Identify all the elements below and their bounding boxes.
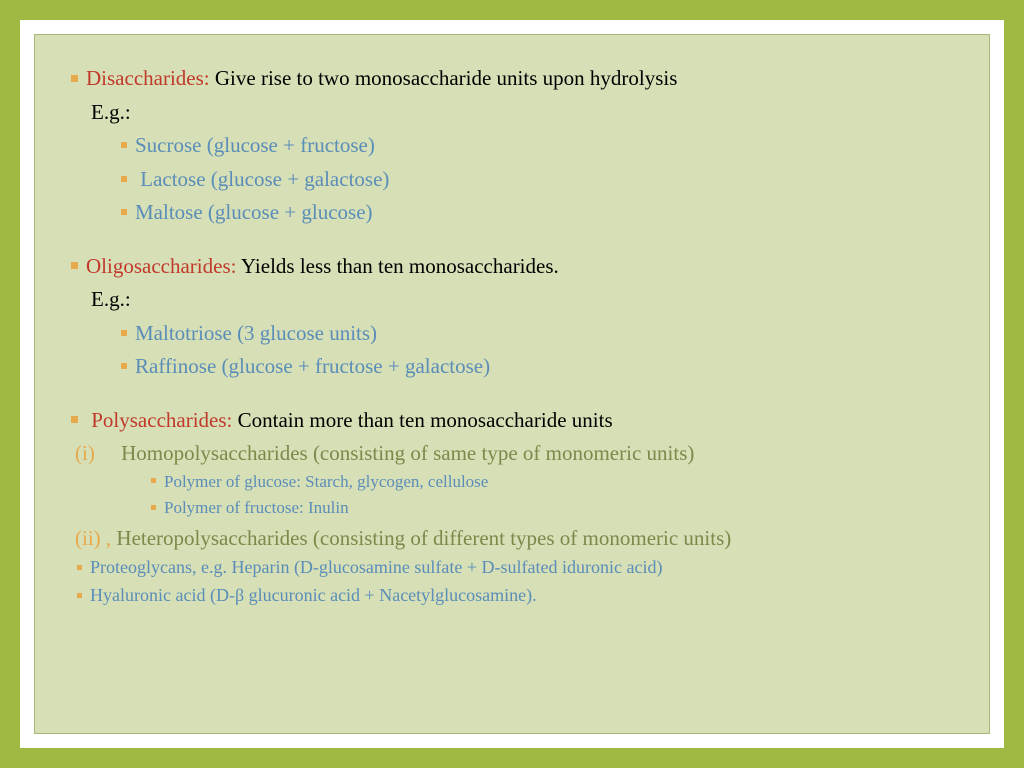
- disaccharides-sublist: Sucrose (glucose + fructose) Lactose (gl…: [121, 130, 953, 229]
- homo-text: Homopolysaccharides (consisting of same …: [95, 441, 695, 465]
- item-text: Maltose (glucose + glucose): [135, 200, 373, 224]
- list-item: Maltose (glucose + glucose): [121, 197, 953, 229]
- bullet-icon: [77, 593, 82, 598]
- oligosaccharides-sublist: Maltotriose (3 glucose units) Raffinose …: [121, 318, 953, 383]
- disaccharides-eg: E.g.:: [91, 97, 953, 129]
- bullet-icon: [121, 176, 127, 182]
- list-item: Raffinose (glucose + fructose + galactos…: [121, 351, 953, 383]
- oligosaccharides-eg: E.g.:: [91, 284, 953, 316]
- item-text: Maltotriose (3 glucose units): [135, 321, 377, 345]
- item-text: Polymer of fructose: Inulin: [164, 498, 349, 517]
- item-text: Sucrose (glucose + fructose): [135, 133, 375, 157]
- list-item: Sucrose (glucose + fructose): [121, 130, 953, 162]
- content-panel: Disaccharides: Give rise to two monosacc…: [34, 34, 990, 734]
- disaccharides-term: Disaccharides:: [86, 66, 210, 90]
- roman-ii-marker: (ii) ,: [75, 526, 111, 550]
- disaccharides-line: Disaccharides: Give rise to two monosacc…: [71, 63, 953, 95]
- list-item: Polymer of fructose: Inulin: [151, 496, 953, 521]
- bullet-icon: [77, 565, 82, 570]
- polysaccharides-line: Polysaccharides: Contain more than ten m…: [71, 405, 953, 437]
- roman-i-marker: (i): [75, 441, 95, 465]
- item-text: Proteoglycans, e.g. Heparin (D-glucosami…: [90, 557, 662, 577]
- bullet-icon: [121, 209, 127, 215]
- poly-sub-i: (i) Homopolysaccharides (consisting of s…: [71, 438, 953, 470]
- item-text: Hyaluronic acid (D-β glucuronic acid + N…: [90, 585, 537, 605]
- bullet-icon: [71, 262, 78, 269]
- bullet-icon: [151, 478, 156, 483]
- homo-text-val: Homopolysaccharides (consisting of same …: [121, 441, 694, 465]
- oligosaccharides-def: Yields less than ten monosaccharides.: [236, 254, 558, 278]
- item-text: Raffinose (glucose + fructose + galactos…: [135, 354, 490, 378]
- item-text: Polymer of glucose: Starch, glycogen, ce…: [164, 472, 488, 491]
- list-item: Proteoglycans, e.g. Heparin (D-glucosami…: [77, 554, 953, 580]
- polysaccharides-term: Polysaccharides:: [86, 408, 232, 432]
- bullet-icon: [71, 416, 78, 423]
- bullet-icon: [121, 142, 127, 148]
- item-text: Lactose (glucose + galactose): [135, 167, 389, 191]
- outer-frame: Disaccharides: Give rise to two monosacc…: [0, 0, 1024, 768]
- homo-items: Polymer of glucose: Starch, glycogen, ce…: [151, 470, 953, 521]
- oligosaccharides-line: Oligosaccharides: Yields less than ten m…: [71, 251, 953, 283]
- polysaccharides-def: Contain more than ten monosaccharide uni…: [232, 408, 612, 432]
- white-frame: Disaccharides: Give rise to two monosacc…: [20, 20, 1004, 748]
- poly-sub-ii: (ii) , Heteropolysaccharides (consisting…: [71, 523, 953, 555]
- list-item: Maltotriose (3 glucose units): [121, 318, 953, 350]
- hetero-text: Heteropolysaccharides (consisting of dif…: [111, 526, 731, 550]
- section-polysaccharides: Polysaccharides: Contain more than ten m…: [71, 405, 953, 609]
- bullet-icon: [71, 75, 78, 82]
- section-disaccharides: Disaccharides: Give rise to two monosacc…: [71, 63, 953, 229]
- bullet-icon: [151, 505, 156, 510]
- bullet-icon: [121, 330, 127, 336]
- disaccharides-def: Give rise to two monosaccharide units up…: [210, 66, 678, 90]
- bullet-icon: [121, 363, 127, 369]
- list-item: Polymer of glucose: Starch, glycogen, ce…: [151, 470, 953, 495]
- section-oligosaccharides: Oligosaccharides: Yields less than ten m…: [71, 251, 953, 383]
- hetero-items: Proteoglycans, e.g. Heparin (D-glucosami…: [77, 554, 953, 608]
- list-item: Hyaluronic acid (D-β glucuronic acid + N…: [77, 582, 953, 608]
- list-item: Lactose (glucose + galactose): [121, 164, 953, 196]
- oligosaccharides-term: Oligosaccharides:: [86, 254, 236, 278]
